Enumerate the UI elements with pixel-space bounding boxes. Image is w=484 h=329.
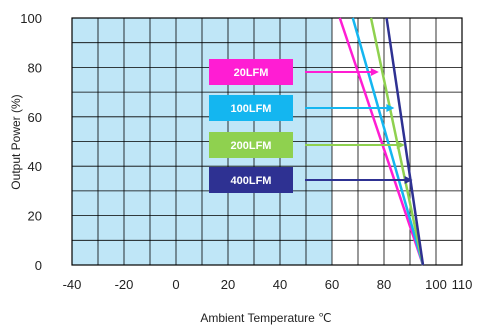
series-line-400lfm <box>385 17 425 266</box>
x-tick-label: -20 <box>115 277 134 292</box>
x-tick-label: 40 <box>273 277 287 292</box>
legend-box-200lfm <box>209 132 293 158</box>
legend-arrowhead-100lfm <box>386 104 395 112</box>
legend-label-100lfm: 100LFM <box>231 103 272 115</box>
x-tick-labels: -40 -20 0 20 40 60 80 100 110 <box>63 277 473 292</box>
legend-arrowhead-200lfm <box>396 141 405 149</box>
series-line-100lfm <box>351 17 425 266</box>
x-axis-title: Ambient Temperature ℃ <box>200 311 331 325</box>
series-line-20lfm <box>338 17 425 266</box>
legend-box-100lfm <box>209 95 293 121</box>
y-tick-label: 20 <box>28 209 42 224</box>
x-tick-label: 0 <box>172 277 179 292</box>
y-tick-label: 60 <box>28 110 42 125</box>
series-lines <box>338 17 425 266</box>
legend-arrowhead-400lfm <box>404 176 413 184</box>
legend-box-20lfm <box>209 59 293 85</box>
x-tick-label: 20 <box>221 277 235 292</box>
x-tick-label: 110 <box>452 277 473 292</box>
x-tick-label: -40 <box>63 277 82 292</box>
legend-label-400lfm: 400LFM <box>231 175 272 187</box>
x-tick-label: 100 <box>425 277 447 292</box>
legend-label-20lfm: 20LFM <box>234 67 269 79</box>
plot-frame <box>71 17 463 266</box>
legend-arrowhead-20lfm <box>370 68 379 76</box>
y-tick-label: 100 <box>20 11 42 26</box>
y-tick-label: 80 <box>28 60 42 75</box>
x-tick-label: 60 <box>325 277 339 292</box>
legend-label-200lfm: 200LFM <box>231 140 272 152</box>
y-tick-labels: 0 20 40 60 80 100 <box>20 11 42 273</box>
y-axis-title: Output Power (%) <box>9 94 23 189</box>
y-tick-label: 40 <box>28 159 42 174</box>
legend-box-400lfm <box>209 167 293 193</box>
legend: 20LFM 100LFM 200LFM 400LFM <box>209 59 413 193</box>
x-tick-label: 80 <box>377 277 391 292</box>
y-tick-label: 0 <box>35 258 42 273</box>
